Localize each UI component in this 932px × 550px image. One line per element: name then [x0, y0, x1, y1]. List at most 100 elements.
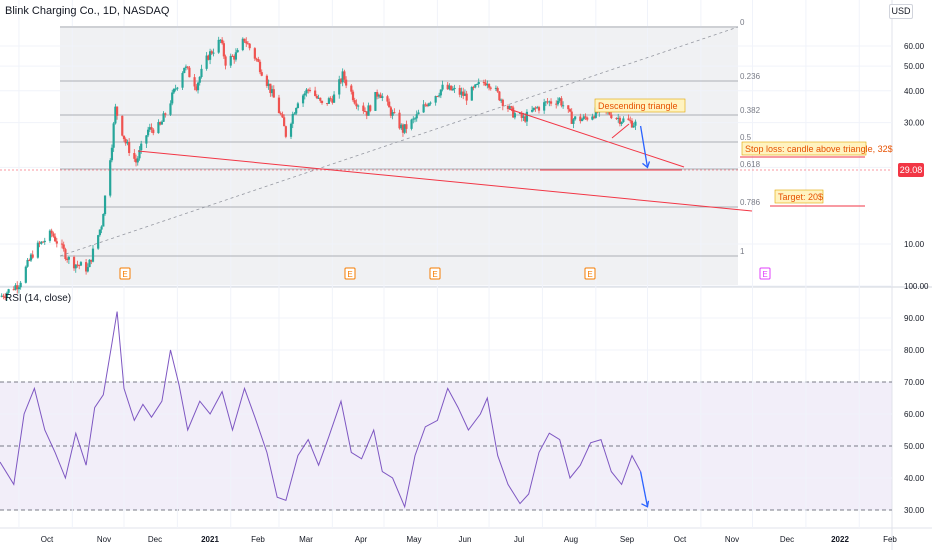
- candle-body: [320, 100, 324, 104]
- candle-body: [50, 230, 53, 234]
- candle-body: [279, 113, 282, 115]
- price-arrowhead: [642, 161, 651, 169]
- candle-body: [560, 98, 563, 106]
- time-tick-label: Apr: [355, 535, 368, 544]
- candle-body: [24, 266, 27, 283]
- candle-body: [295, 107, 298, 114]
- candle-body: [281, 114, 284, 118]
- candle-body: [405, 124, 408, 129]
- candle-body: [145, 135, 148, 144]
- candle-body: [339, 79, 343, 83]
- price-tick-label: 40.00: [904, 87, 925, 96]
- candle-body: [14, 285, 17, 290]
- candle-body: [534, 107, 537, 109]
- candle-body: [555, 103, 558, 105]
- candle-body: [494, 87, 498, 89]
- candle-body: [126, 141, 129, 144]
- candle-body: [524, 116, 527, 122]
- candle-body: [477, 82, 480, 85]
- candle-body: [184, 66, 188, 68]
- candle-body: [417, 112, 420, 115]
- candle-body: [586, 117, 589, 120]
- candle-body: [350, 85, 353, 92]
- candle-body: [301, 95, 305, 104]
- candle-body: [353, 100, 356, 104]
- candle-body: [124, 139, 127, 144]
- candle-body: [584, 116, 587, 118]
- candle-body: [181, 72, 184, 88]
- fib-label: 0.618: [740, 160, 761, 169]
- candle-body: [400, 124, 403, 129]
- candle-body: [277, 97, 281, 114]
- candle-body: [580, 119, 584, 122]
- fib-label: 0: [740, 18, 745, 27]
- candle-body: [410, 119, 413, 129]
- candle-body: [369, 105, 372, 111]
- candle-body: [72, 257, 76, 269]
- candle-body: [128, 141, 131, 154]
- candle-body: [172, 88, 176, 93]
- candle-body: [243, 38, 246, 42]
- candle-body: [114, 106, 117, 124]
- candle-body: [510, 106, 513, 108]
- candle-body: [618, 117, 622, 124]
- candle-body: [103, 195, 107, 215]
- triangle-upper-line: [508, 108, 685, 168]
- candle-body: [617, 117, 620, 119]
- time-tick-label: Jun: [459, 535, 472, 544]
- candle-body: [122, 135, 126, 140]
- rsi-tick-label: 60.00: [904, 410, 925, 419]
- rsi-tick-label: 90.00: [904, 314, 925, 323]
- candle-body: [498, 91, 501, 101]
- stop-loss-label: Stop loss: candle above triangle, 32$: [745, 144, 893, 154]
- candle-body: [195, 86, 198, 91]
- candle-body: [236, 50, 239, 53]
- candle-body: [136, 158, 139, 163]
- candle-body: [317, 97, 320, 99]
- candle-body: [365, 111, 368, 116]
- candle-body: [482, 82, 485, 84]
- fib-label: 0.786: [740, 198, 761, 207]
- candle-body: [376, 92, 379, 97]
- candle-body: [229, 55, 232, 66]
- candle-body: [561, 105, 565, 107]
- candle-body: [496, 87, 499, 92]
- descending-triangle-label: Descending triangle: [598, 101, 678, 111]
- candle-body: [630, 120, 634, 128]
- candle-body: [55, 241, 58, 244]
- time-tick-label: May: [406, 535, 421, 544]
- candle-body: [4, 296, 7, 298]
- candle-body: [403, 124, 406, 133]
- candle-body: [174, 88, 177, 90]
- candle-body: [303, 93, 306, 96]
- candle-body: [148, 127, 151, 130]
- candle-body: [315, 95, 318, 99]
- candle-body: [134, 158, 138, 163]
- candle-body: [458, 87, 461, 95]
- candle-body: [100, 226, 103, 230]
- fib-zone: [60, 26, 738, 285]
- time-tick-label: Dec: [148, 535, 162, 544]
- rsi-tick-label: 80.00: [904, 346, 925, 355]
- candle-body: [208, 51, 212, 60]
- currency-button[interactable]: USD: [889, 4, 913, 19]
- candle-body: [513, 113, 516, 118]
- target-label: Target: 20$: [778, 192, 823, 202]
- price-tick-label: 60.00: [904, 42, 925, 51]
- candle-body: [246, 43, 250, 45]
- candle-body: [308, 90, 312, 92]
- chart-title: Blink Charging Co., 1D, NASDAQ: [5, 5, 170, 17]
- time-tick-label: Feb: [251, 535, 265, 544]
- earnings-marker-label: E: [587, 270, 592, 279]
- candle-body: [29, 254, 33, 261]
- fib-label: 1: [740, 247, 745, 256]
- candle-body: [425, 105, 429, 107]
- candle-body: [582, 116, 585, 120]
- candle-body: [536, 107, 539, 109]
- candle-body: [60, 243, 64, 245]
- candle-body: [377, 94, 380, 97]
- candle-body: [608, 110, 611, 115]
- candle-body: [543, 102, 546, 111]
- stop-loss-label-box: [741, 141, 867, 156]
